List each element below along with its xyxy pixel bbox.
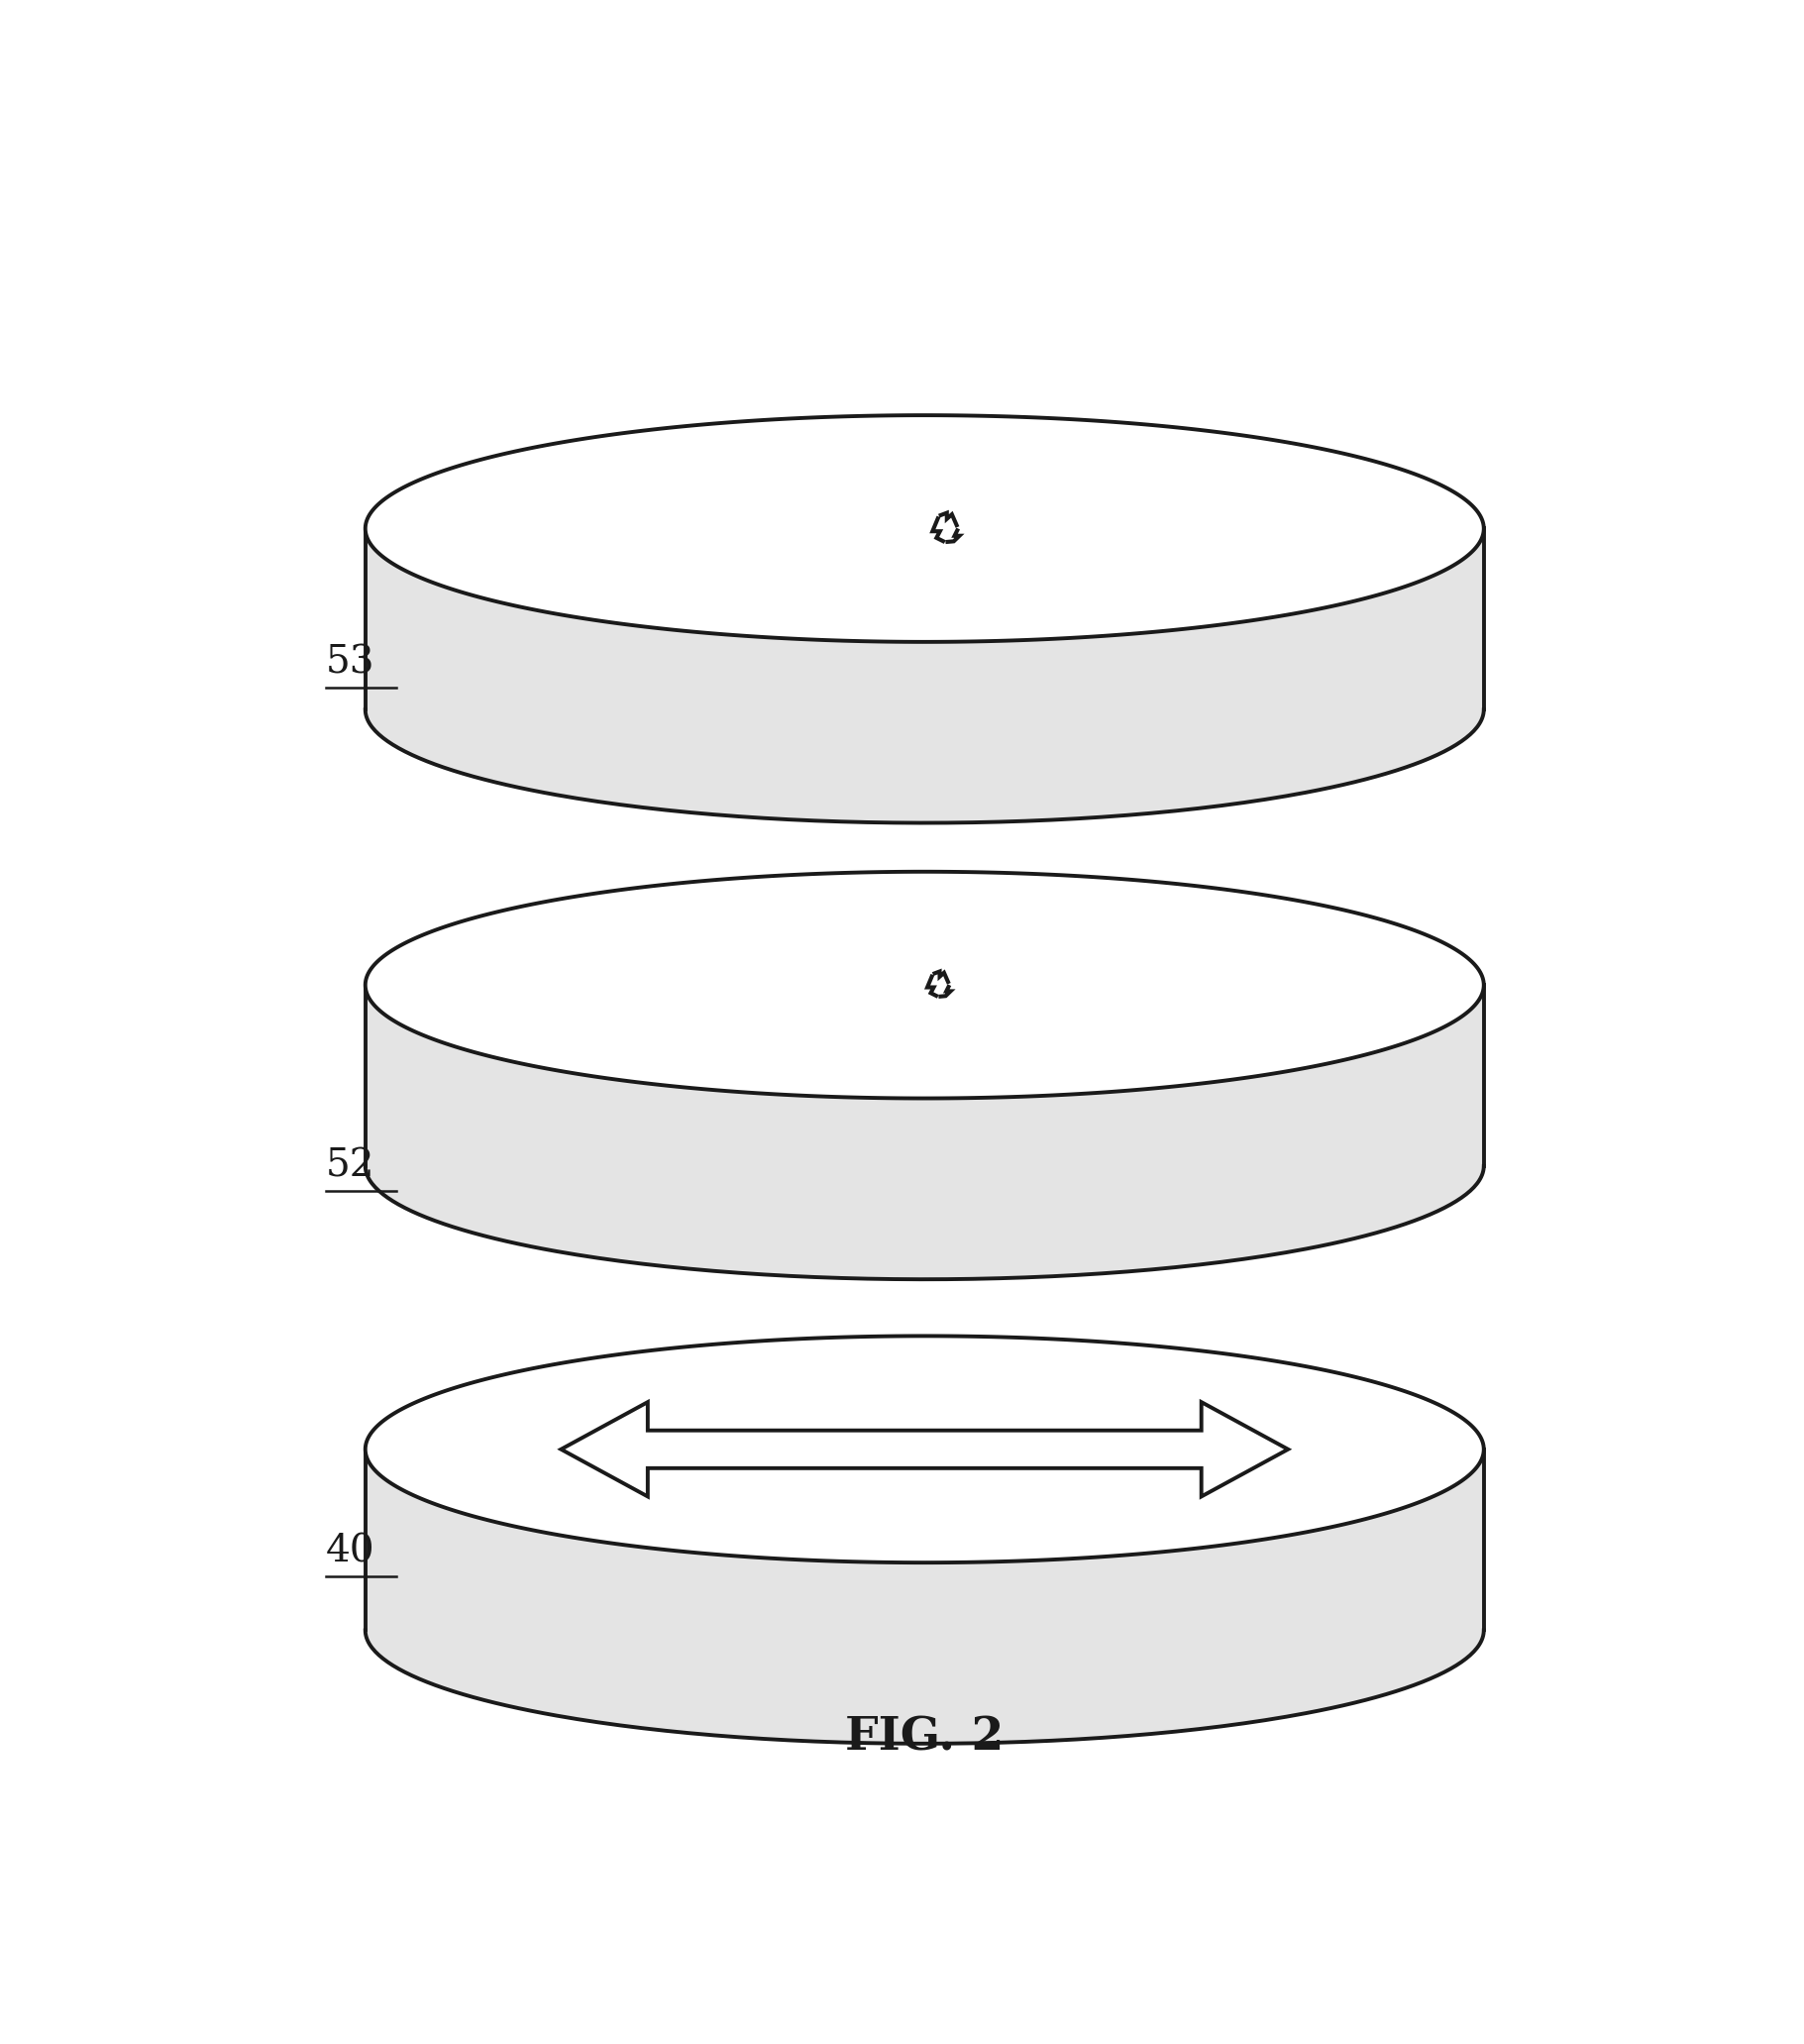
Text: 40: 40 — [327, 1533, 375, 1570]
Polygon shape — [561, 1402, 1288, 1496]
Text: 52: 52 — [327, 1147, 375, 1183]
Polygon shape — [364, 985, 1483, 1280]
Text: FIG. 2: FIG. 2 — [844, 1715, 1005, 1760]
Polygon shape — [366, 415, 1483, 642]
Text: 53: 53 — [327, 644, 375, 681]
Polygon shape — [364, 529, 1483, 824]
Polygon shape — [366, 1337, 1483, 1562]
Polygon shape — [366, 871, 1483, 1098]
Polygon shape — [364, 1449, 1483, 1744]
